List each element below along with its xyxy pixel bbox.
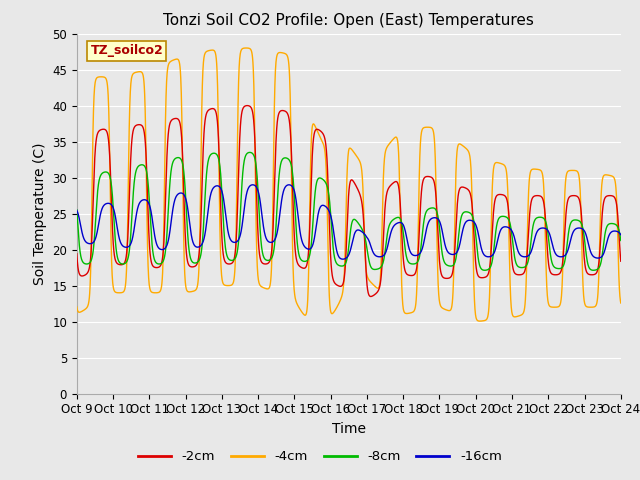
Text: TZ_soilco2: TZ_soilco2	[90, 44, 163, 58]
Legend: -2cm, -4cm, -8cm, -16cm: -2cm, -4cm, -8cm, -16cm	[133, 445, 507, 468]
X-axis label: Time: Time	[332, 422, 366, 436]
Title: Tonzi Soil CO2 Profile: Open (East) Temperatures: Tonzi Soil CO2 Profile: Open (East) Temp…	[163, 13, 534, 28]
Y-axis label: Soil Temperature (C): Soil Temperature (C)	[33, 143, 47, 285]
